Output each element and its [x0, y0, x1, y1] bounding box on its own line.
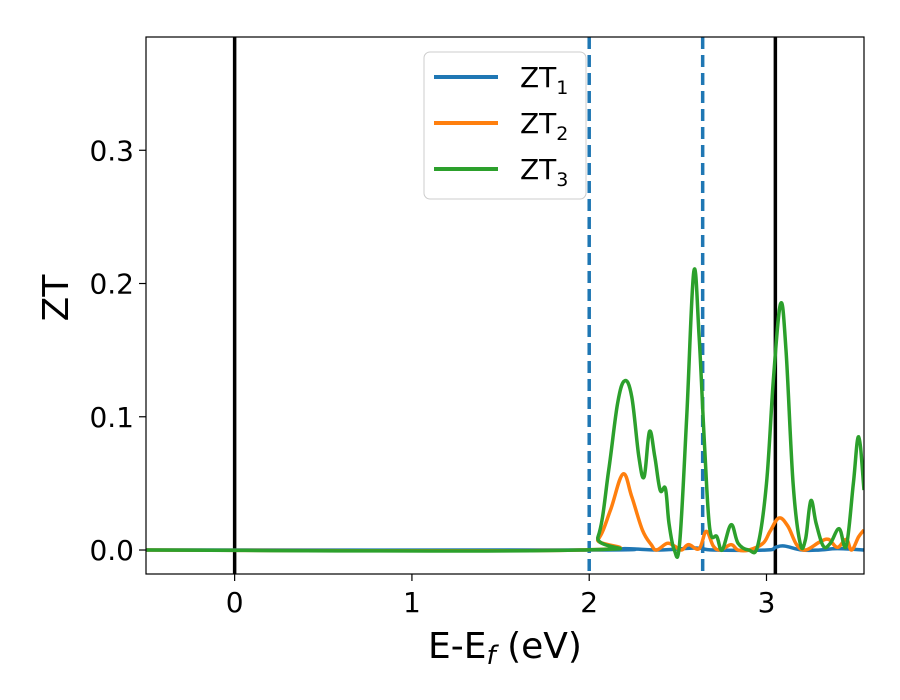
x-axis-label: E-Ef (eV): [428, 626, 582, 671]
x-axis: 0 1 2 3: [226, 574, 776, 619]
y-tick-label: 0.3: [89, 134, 134, 167]
x-tick-label: 1: [403, 586, 421, 619]
y-tick-label: 0.2: [89, 268, 134, 301]
series-lines: [146, 267, 864, 559]
legend-box: [423, 51, 587, 200]
x-tick-label: 3: [758, 586, 776, 619]
y-axis-label: ZT: [36, 274, 77, 322]
y-tick-label: 0.1: [89, 401, 134, 434]
series-line-3: [146, 267, 864, 559]
series-line-2: [146, 472, 864, 553]
y-axis: 0.0 0.1 0.2 0.3: [89, 134, 146, 567]
legend-label-3: ZT3: [520, 153, 568, 191]
legend: ZT1 ZT2 ZT3: [423, 51, 587, 200]
legend-label-2: ZT2: [520, 107, 568, 145]
reference-lines: [232, 37, 778, 574]
plot-frame: [145, 36, 865, 575]
x-tick-label: 0: [226, 586, 244, 619]
y-tick-label: 0.0: [89, 534, 134, 567]
x-tick-label: 2: [580, 586, 598, 619]
legend-label-1: ZT1: [520, 61, 568, 99]
